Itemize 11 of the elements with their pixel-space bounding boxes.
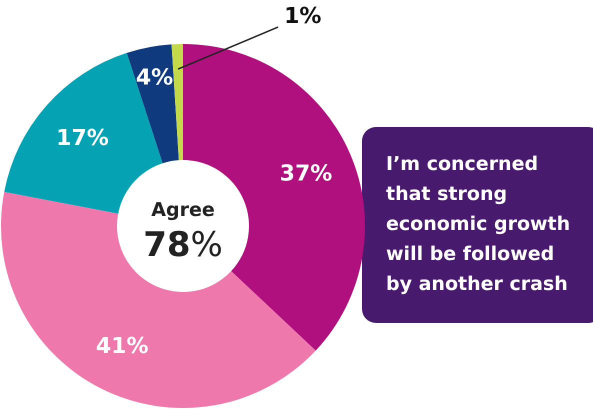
text: 78% [143,225,223,265]
data-label: 37% [280,161,332,186]
data-label: 1% [284,4,322,30]
data-label: 4% [136,65,174,90]
donut-slice [172,44,183,160]
data-label: 41% [96,334,148,360]
data-label: 17% [56,126,109,152]
donut-slice [126,44,179,164]
text: I’m concerned that strong economic growth will be followed by another crash [386,153,570,295]
donut-slice [1,192,316,408]
text: Agree [151,199,215,221]
